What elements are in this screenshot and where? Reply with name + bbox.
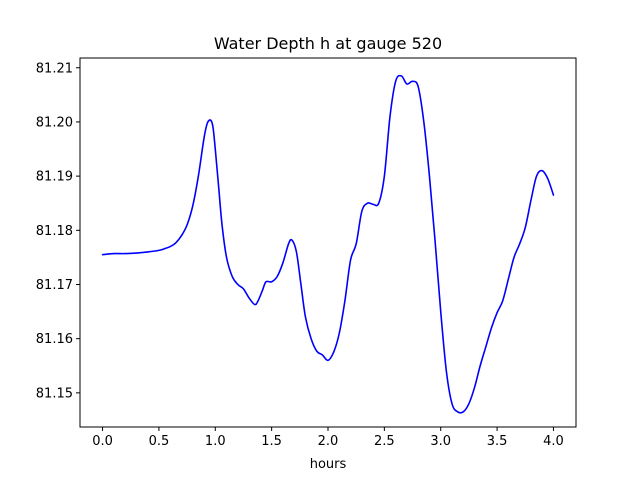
y-tick-label: 81.17 bbox=[36, 278, 73, 293]
x-tick-label: 2.0 bbox=[318, 434, 339, 449]
y-tick-label: 81.19 bbox=[36, 170, 73, 185]
x-axis-ticks: 0.0 0.5 1.0 1.5 2.0 2.5 3.0 3.5 4.0 bbox=[92, 427, 564, 449]
y-tick-label: 81.18 bbox=[36, 224, 73, 239]
series-line bbox=[101, 74, 555, 414]
x-axis-label: hours bbox=[310, 457, 347, 472]
x-tick-label: 3.0 bbox=[430, 434, 451, 449]
x-tick-label: 3.5 bbox=[487, 434, 508, 449]
x-tick-label: 1.5 bbox=[261, 434, 282, 449]
chart-title: Water Depth h at gauge 520 bbox=[214, 34, 442, 53]
y-tick-label: 81.21 bbox=[36, 61, 73, 76]
y-tick-label: 81.15 bbox=[36, 386, 73, 401]
x-tick-label: 2.5 bbox=[374, 434, 395, 449]
y-tick-label: 81.20 bbox=[36, 115, 73, 130]
x-tick-label: 4.0 bbox=[543, 434, 564, 449]
y-axis-ticks: 81.15 81.16 81.17 81.18 81.19 81.20 81.21 bbox=[36, 61, 80, 401]
x-tick-label: 0.5 bbox=[149, 434, 170, 449]
y-tick-label: 81.16 bbox=[36, 332, 73, 347]
x-tick-label: 1.0 bbox=[205, 434, 226, 449]
x-tick-label: 0.0 bbox=[92, 434, 113, 449]
